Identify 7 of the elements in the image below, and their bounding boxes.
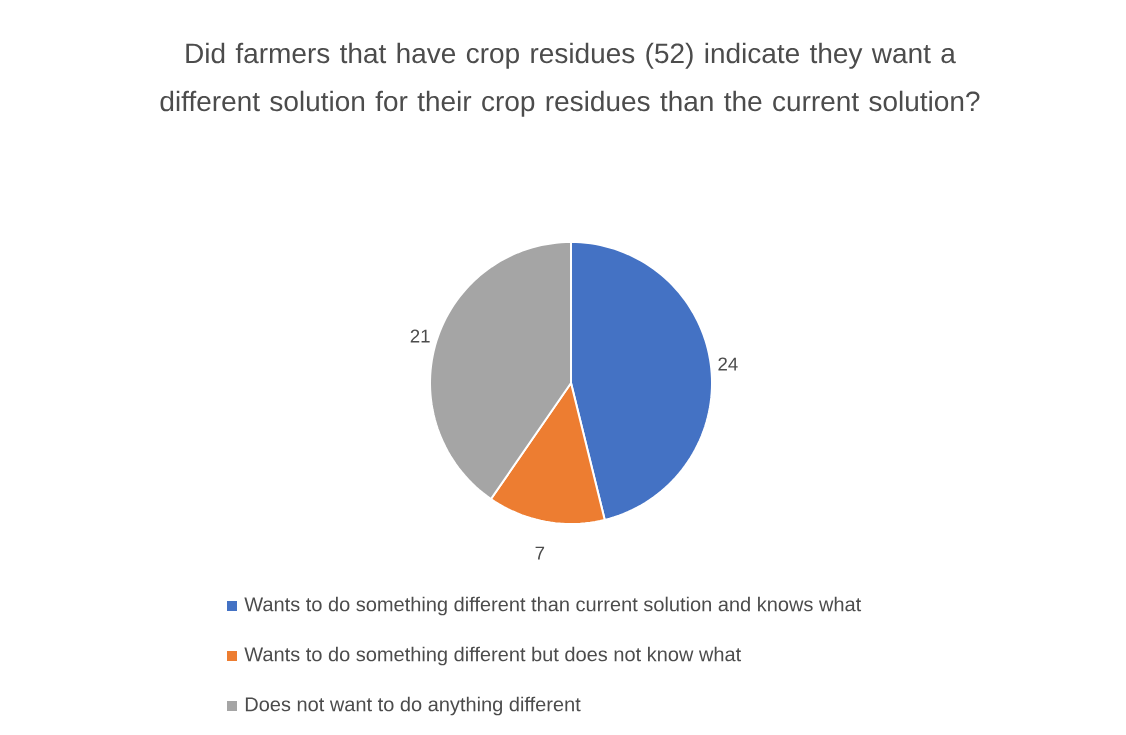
legend-label: Does not want to do anything different: [245, 696, 581, 716]
chart-title: Did farmers that have crop residues (52) indicate they want a different solution for their crop residues than the current solution?: [160, 42, 980, 117]
data-label: 24: [718, 357, 738, 371]
data-label: 7: [535, 546, 545, 560]
data-label: 21: [410, 329, 430, 343]
legend-label: Wants to do something different than current solution and knows what: [244, 596, 862, 616]
legend-label: Wants to do something different but does not know what: [244, 646, 742, 666]
